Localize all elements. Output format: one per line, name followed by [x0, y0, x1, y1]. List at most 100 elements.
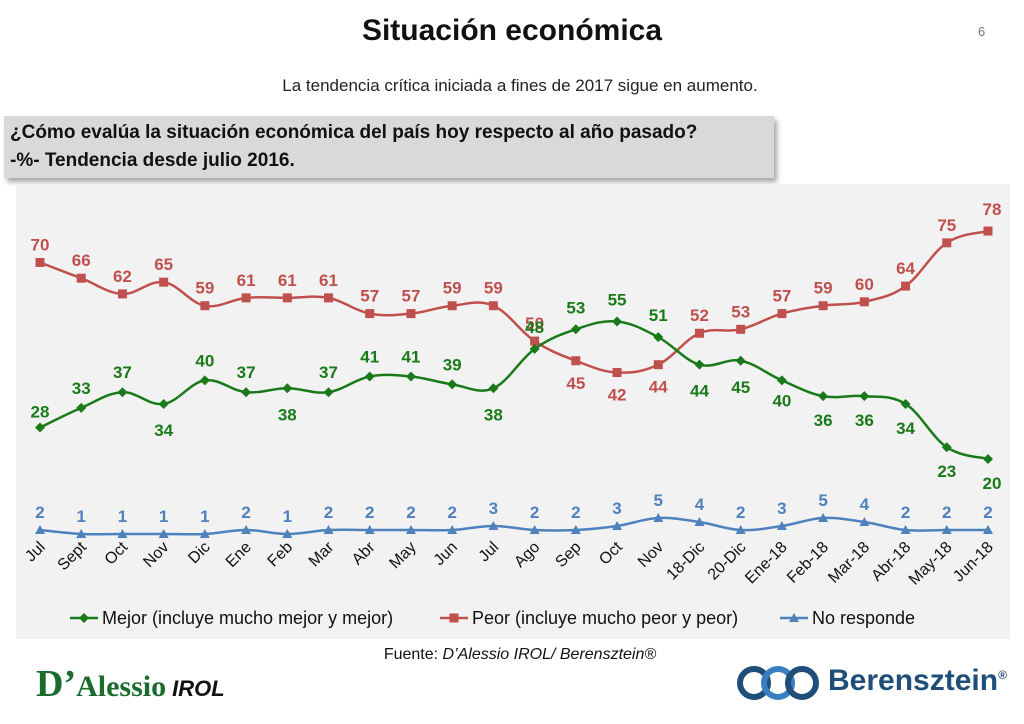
peor-point: [530, 336, 540, 346]
peor-data-label: 61: [237, 271, 256, 290]
x-tick-label: Feb-18: [784, 539, 832, 587]
question-text: ¿Cómo evalúa la situación económica del …: [10, 122, 698, 143]
mejor-data-label: 41: [401, 347, 420, 366]
mejor-data-label: 40: [195, 351, 214, 370]
peor-point: [612, 368, 622, 378]
mejor-data-label: 48: [525, 318, 544, 337]
brand-name: Berensztein: [828, 664, 999, 697]
no-responde-point: [199, 529, 210, 538]
no-responde-data-label: 2: [324, 503, 333, 522]
x-tick-label: Jun: [431, 539, 461, 569]
x-tick-label: Mar: [306, 538, 338, 570]
mejor-legend-marker: [79, 613, 89, 623]
no-responde-data-label: 3: [777, 499, 786, 518]
peor-data-label: 53: [731, 302, 750, 321]
mejor-data-label: 55: [608, 290, 627, 309]
peor-data-label: 59: [443, 279, 462, 298]
peor-point: [159, 277, 169, 287]
peor-point: [406, 309, 416, 319]
x-tick-label: Ene-18: [742, 539, 791, 588]
peor-point: [653, 360, 663, 370]
no-responde-data-label: 4: [860, 495, 870, 514]
page-subtitle: La tendencia crítica iniciada a fines de…: [282, 76, 758, 95]
berensztein-logo: Berensztein®: [736, 662, 1007, 704]
x-tick-label: 18-Dic: [664, 539, 709, 584]
peor-point: [488, 301, 498, 311]
no-responde-point: [405, 525, 416, 534]
mejor-series-line: [39, 319, 989, 461]
mejor-point: [364, 371, 375, 382]
no-responde-legend-label: No responde: [812, 608, 915, 628]
no-responde-data-label: 5: [654, 491, 663, 510]
page-number: 6: [978, 24, 986, 39]
no-responde-data-label: 3: [612, 499, 621, 518]
question-subtext: -%- Tendencia desde julio 2016.: [10, 150, 295, 171]
peor-data-label: 57: [401, 287, 420, 306]
peor-point: [76, 273, 86, 283]
peor-data-label: 64: [896, 259, 915, 278]
x-tick-label: Jul: [22, 539, 48, 565]
no-responde-data-label: 5: [818, 491, 827, 510]
no-responde-point: [447, 525, 458, 534]
no-responde-data-label: 2: [447, 503, 456, 522]
no-responde-data-label: 1: [76, 507, 85, 526]
mejor-data-label: 36: [855, 411, 874, 430]
page-title: Situación económica: [361, 14, 663, 47]
mejor-point: [983, 454, 993, 464]
peor-point: [365, 309, 375, 319]
peor-data-label: 59: [814, 279, 833, 298]
no-responde-point: [117, 529, 128, 538]
peor-data-label: 57: [772, 287, 791, 306]
mejor-point: [488, 383, 499, 394]
peor-point: [694, 328, 704, 338]
no-responde-point: [818, 513, 829, 522]
mejor-data-label: 41: [360, 347, 379, 366]
peor-data-label: 61: [319, 271, 338, 290]
mejor-data-label: 38: [484, 405, 503, 424]
peor-data-label: 60: [855, 275, 874, 294]
peor-point: [117, 289, 127, 299]
mejor-point: [76, 402, 87, 413]
peor-point: [447, 301, 457, 311]
x-tick-label: Ago: [511, 539, 543, 571]
mejor-point: [405, 371, 416, 382]
peor-point: [35, 258, 45, 267]
mejor-point: [282, 383, 293, 394]
berensztein-mark-icon: [737, 666, 819, 700]
x-tick-label: Nov: [140, 539, 172, 571]
peor-data-label: 61: [278, 271, 297, 290]
x-tick-label: Feb: [265, 539, 297, 571]
x-tick-label: Ene: [223, 539, 255, 571]
no-responde-point: [776, 521, 787, 530]
no-responde-point: [612, 521, 623, 530]
peor-series-line: [39, 229, 989, 374]
peor-point: [859, 297, 869, 307]
peor-data-label: 75: [937, 216, 956, 235]
peor-data-label: 70: [31, 236, 50, 255]
peor-data-label: 45: [566, 374, 585, 393]
mejor-point: [529, 343, 540, 354]
no-responde-point: [241, 525, 252, 534]
mejor-data-label: 36: [814, 411, 833, 430]
x-tick-label: Nov: [635, 539, 667, 571]
x-tick-label: Sept: [55, 538, 91, 574]
peor-data-label: 59: [195, 279, 214, 298]
no-responde-data-label: 1: [283, 507, 292, 526]
x-tick-label: Jun-18: [950, 539, 997, 586]
no-responde-point: [158, 529, 169, 538]
no-responde-point: [35, 525, 45, 534]
peor-point: [282, 293, 292, 303]
peor-legend-label: Peor (incluye mucho peor y peor): [472, 608, 738, 628]
mejor-data-label: 40: [772, 391, 791, 410]
x-tick-label: Mar-18: [825, 539, 873, 587]
mejor-data-label: 39: [443, 355, 462, 374]
mejor-data-label: 45: [731, 378, 750, 397]
source-prefix: Fuente:: [383, 646, 443, 663]
mejor-data-label: 37: [319, 363, 338, 382]
no-responde-point: [570, 525, 581, 534]
mejor-point: [776, 375, 787, 386]
peor-point: [901, 281, 911, 291]
mejor-data-label: 37: [113, 363, 132, 382]
no-responde-point: [323, 525, 334, 534]
